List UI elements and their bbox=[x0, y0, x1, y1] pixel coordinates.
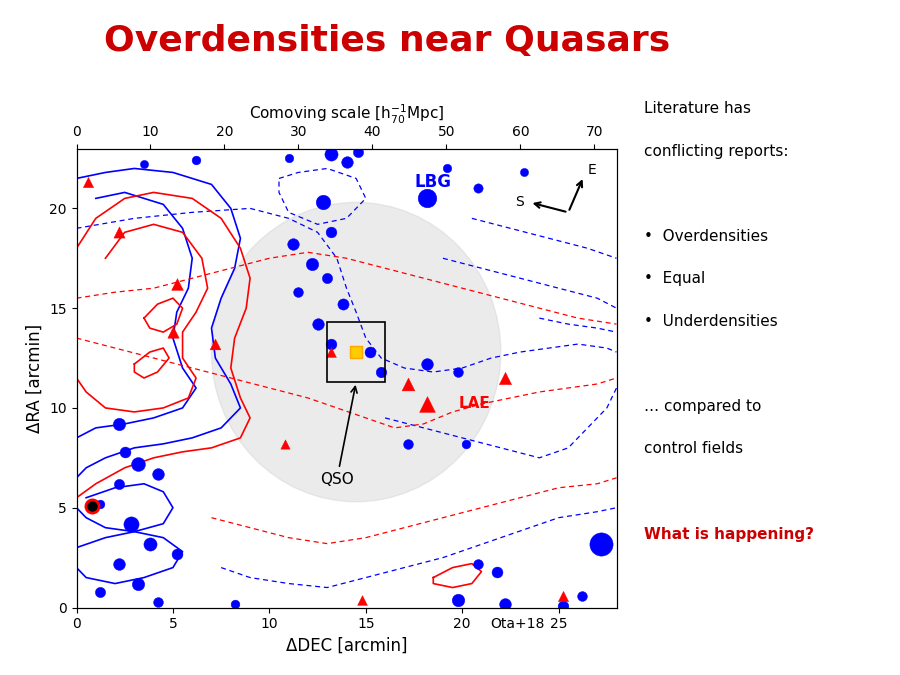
Point bbox=[137, 159, 151, 170]
Point bbox=[169, 279, 184, 290]
Text: Ota+18: Ota+18 bbox=[491, 618, 544, 631]
Text: LBG: LBG bbox=[415, 173, 452, 192]
Point bbox=[93, 586, 107, 597]
Text: conflicting reports:: conflicting reports: bbox=[644, 144, 788, 159]
Point bbox=[490, 566, 504, 577]
Point bbox=[291, 287, 305, 298]
Text: •  Underdensities: • Underdensities bbox=[644, 314, 778, 329]
Point bbox=[324, 347, 338, 358]
Point bbox=[324, 227, 338, 238]
Point bbox=[320, 273, 335, 284]
Point bbox=[131, 458, 146, 469]
Point bbox=[420, 398, 435, 409]
X-axis label: ΔDEC [arcmin]: ΔDEC [arcmin] bbox=[286, 637, 407, 655]
Text: •  Equal: • Equal bbox=[644, 271, 705, 286]
Point bbox=[142, 538, 157, 549]
Point bbox=[189, 155, 203, 166]
Text: S: S bbox=[515, 195, 524, 209]
Point bbox=[277, 439, 292, 450]
Point bbox=[324, 339, 338, 350]
Point bbox=[316, 197, 330, 208]
Text: … compared to: … compared to bbox=[644, 399, 760, 414]
Point bbox=[208, 339, 222, 350]
Y-axis label: ΔRA [arcmin]: ΔRA [arcmin] bbox=[25, 323, 43, 433]
Point bbox=[574, 590, 589, 601]
Text: Literature has: Literature has bbox=[644, 101, 751, 116]
Point bbox=[324, 149, 338, 160]
Text: •  Overdensities: • Overdensities bbox=[644, 229, 768, 244]
Point bbox=[150, 596, 165, 607]
Point bbox=[339, 157, 354, 168]
Text: LAE: LAE bbox=[458, 396, 491, 412]
Point bbox=[285, 239, 300, 250]
Point bbox=[112, 558, 126, 569]
Point bbox=[498, 598, 512, 609]
Point bbox=[471, 558, 485, 569]
Text: control fields: control fields bbox=[644, 441, 742, 456]
Point bbox=[355, 594, 369, 605]
Text: What is happening?: What is happening? bbox=[644, 526, 814, 541]
X-axis label: Comoving scale [h$_{70}^{-1}$Mpc]: Comoving scale [h$_{70}^{-1}$Mpc] bbox=[248, 103, 445, 126]
Point bbox=[169, 548, 184, 559]
Point bbox=[451, 367, 465, 377]
Point bbox=[93, 498, 107, 509]
Point bbox=[374, 367, 389, 377]
Circle shape bbox=[212, 202, 500, 502]
Point bbox=[112, 227, 126, 238]
Text: QSO: QSO bbox=[320, 387, 357, 487]
Point bbox=[131, 578, 146, 589]
Point bbox=[349, 347, 364, 358]
Point bbox=[420, 193, 435, 204]
Text: Overdensities near Quasars: Overdensities near Quasars bbox=[104, 24, 670, 57]
Point bbox=[401, 439, 416, 450]
Point bbox=[451, 594, 465, 605]
Point bbox=[118, 446, 132, 457]
Point bbox=[150, 468, 165, 479]
Point bbox=[363, 347, 377, 358]
Point bbox=[555, 590, 570, 601]
Point bbox=[498, 373, 512, 383]
Point bbox=[336, 299, 350, 310]
Point bbox=[282, 153, 296, 164]
Point bbox=[594, 538, 608, 549]
Point bbox=[112, 418, 126, 429]
Point bbox=[123, 518, 138, 529]
Point bbox=[459, 439, 473, 450]
Point bbox=[401, 379, 416, 389]
Point bbox=[517, 167, 531, 178]
Point bbox=[304, 259, 319, 269]
Point bbox=[112, 479, 126, 489]
Point bbox=[420, 358, 435, 369]
Point bbox=[471, 183, 485, 194]
Text: E: E bbox=[588, 163, 597, 178]
Point bbox=[555, 600, 570, 611]
Point bbox=[85, 500, 99, 511]
Point bbox=[81, 177, 95, 188]
Point bbox=[439, 163, 454, 174]
Point bbox=[310, 319, 325, 329]
Point bbox=[351, 147, 365, 158]
Point bbox=[228, 598, 242, 609]
Bar bbox=[328, 322, 385, 382]
Point bbox=[166, 327, 180, 338]
